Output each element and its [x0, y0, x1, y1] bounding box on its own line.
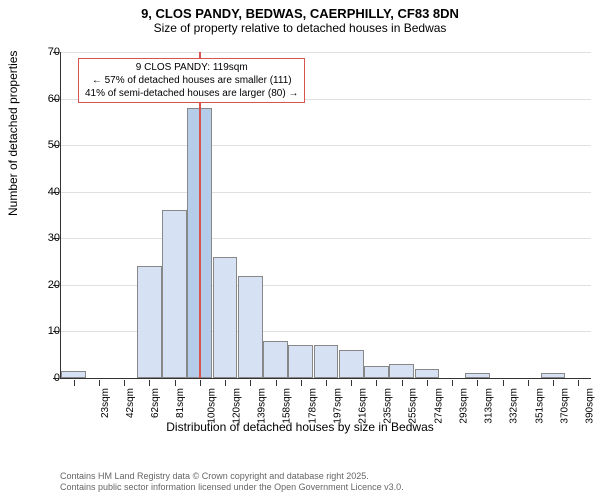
y-tick-label: 10 [30, 325, 60, 337]
x-tick [553, 380, 554, 386]
histogram-bar [162, 210, 187, 378]
x-tick-label: 178sqm [307, 388, 318, 424]
x-tick [528, 380, 529, 386]
chart-title-line1: 9, CLOS PANDY, BEDWAS, CAERPHILLY, CF83 … [0, 6, 600, 21]
x-tick-label: 81sqm [175, 388, 186, 418]
gridline [61, 238, 591, 239]
y-tick-label: 70 [30, 46, 60, 58]
x-tick [402, 380, 403, 386]
x-tick [99, 380, 100, 386]
x-tick [200, 380, 201, 386]
x-tick [452, 380, 453, 386]
histogram-bar [541, 373, 566, 378]
x-tick [503, 380, 504, 386]
x-tick-label: 390sqm [585, 388, 596, 424]
annotation-box: 9 CLOS PANDY: 119sqm← 57% of detached ho… [78, 58, 305, 103]
y-tick-label: 60 [30, 93, 60, 105]
x-tick-label: 23sqm [100, 388, 111, 418]
x-tick [578, 380, 579, 386]
histogram-bar [61, 371, 86, 378]
x-tick [301, 380, 302, 386]
x-tick [376, 380, 377, 386]
x-tick [427, 380, 428, 386]
footer-line2: Contains public sector information licen… [60, 482, 404, 494]
footer-attribution: Contains HM Land Registry data © Crown c… [60, 471, 404, 494]
y-tick-label: 20 [30, 279, 60, 291]
x-tick-label: 235sqm [383, 388, 394, 424]
x-tick-label: 139sqm [257, 388, 268, 424]
histogram-bar [213, 257, 238, 378]
gridline [61, 145, 591, 146]
x-tick-label: 332sqm [509, 388, 520, 424]
footer-line1: Contains HM Land Registry data © Crown c… [60, 471, 404, 483]
x-tick-label: 158sqm [282, 388, 293, 424]
y-tick-label: 30 [30, 232, 60, 244]
gridline [61, 52, 591, 53]
histogram-bar [137, 266, 162, 378]
histogram-bar [263, 341, 288, 378]
y-tick-label: 40 [30, 186, 60, 198]
histogram-bar [389, 364, 414, 378]
y-tick-label: 0 [30, 372, 60, 384]
x-tick-label: 370sqm [559, 388, 570, 424]
chart-title-line2: Size of property relative to detached ho… [0, 21, 600, 35]
x-tick [124, 380, 125, 386]
histogram-bar [314, 345, 339, 378]
histogram-bar [288, 345, 313, 378]
x-tick-label: 100sqm [206, 388, 217, 424]
x-tick [276, 380, 277, 386]
annotation-line: 9 CLOS PANDY: 119sqm [85, 61, 298, 74]
histogram-bar [465, 373, 490, 378]
x-tick-label: 197sqm [332, 388, 343, 424]
x-tick [225, 380, 226, 386]
x-tick [351, 380, 352, 386]
annotation-line: 41% of semi-detached houses are larger (… [85, 87, 298, 100]
gridline [61, 192, 591, 193]
x-tick [477, 380, 478, 386]
x-tick-label: 274sqm [433, 388, 444, 424]
x-tick-label: 313sqm [484, 388, 495, 424]
x-tick [149, 380, 150, 386]
x-tick-label: 351sqm [534, 388, 545, 424]
x-tick [326, 380, 327, 386]
x-tick-label: 216sqm [358, 388, 369, 424]
x-tick-label: 120sqm [231, 388, 242, 424]
histogram-bar [364, 366, 389, 378]
x-tick [250, 380, 251, 386]
x-tick [175, 380, 176, 386]
y-tick-label: 50 [30, 139, 60, 151]
x-tick [74, 380, 75, 386]
histogram-bar [238, 276, 263, 378]
histogram-chart: 9, CLOS PANDY, BEDWAS, CAERPHILLY, CF83 … [0, 6, 600, 446]
x-tick-label: 62sqm [150, 388, 161, 418]
y-axis-label: Number of detached properties [6, 51, 20, 216]
x-tick-label: 293sqm [459, 388, 470, 424]
annotation-line: ← 57% of detached houses are smaller (11… [85, 74, 298, 87]
x-tick-label: 42sqm [125, 388, 136, 418]
x-tick-label: 255sqm [408, 388, 419, 424]
histogram-bar [339, 350, 364, 378]
histogram-bar [415, 369, 440, 378]
